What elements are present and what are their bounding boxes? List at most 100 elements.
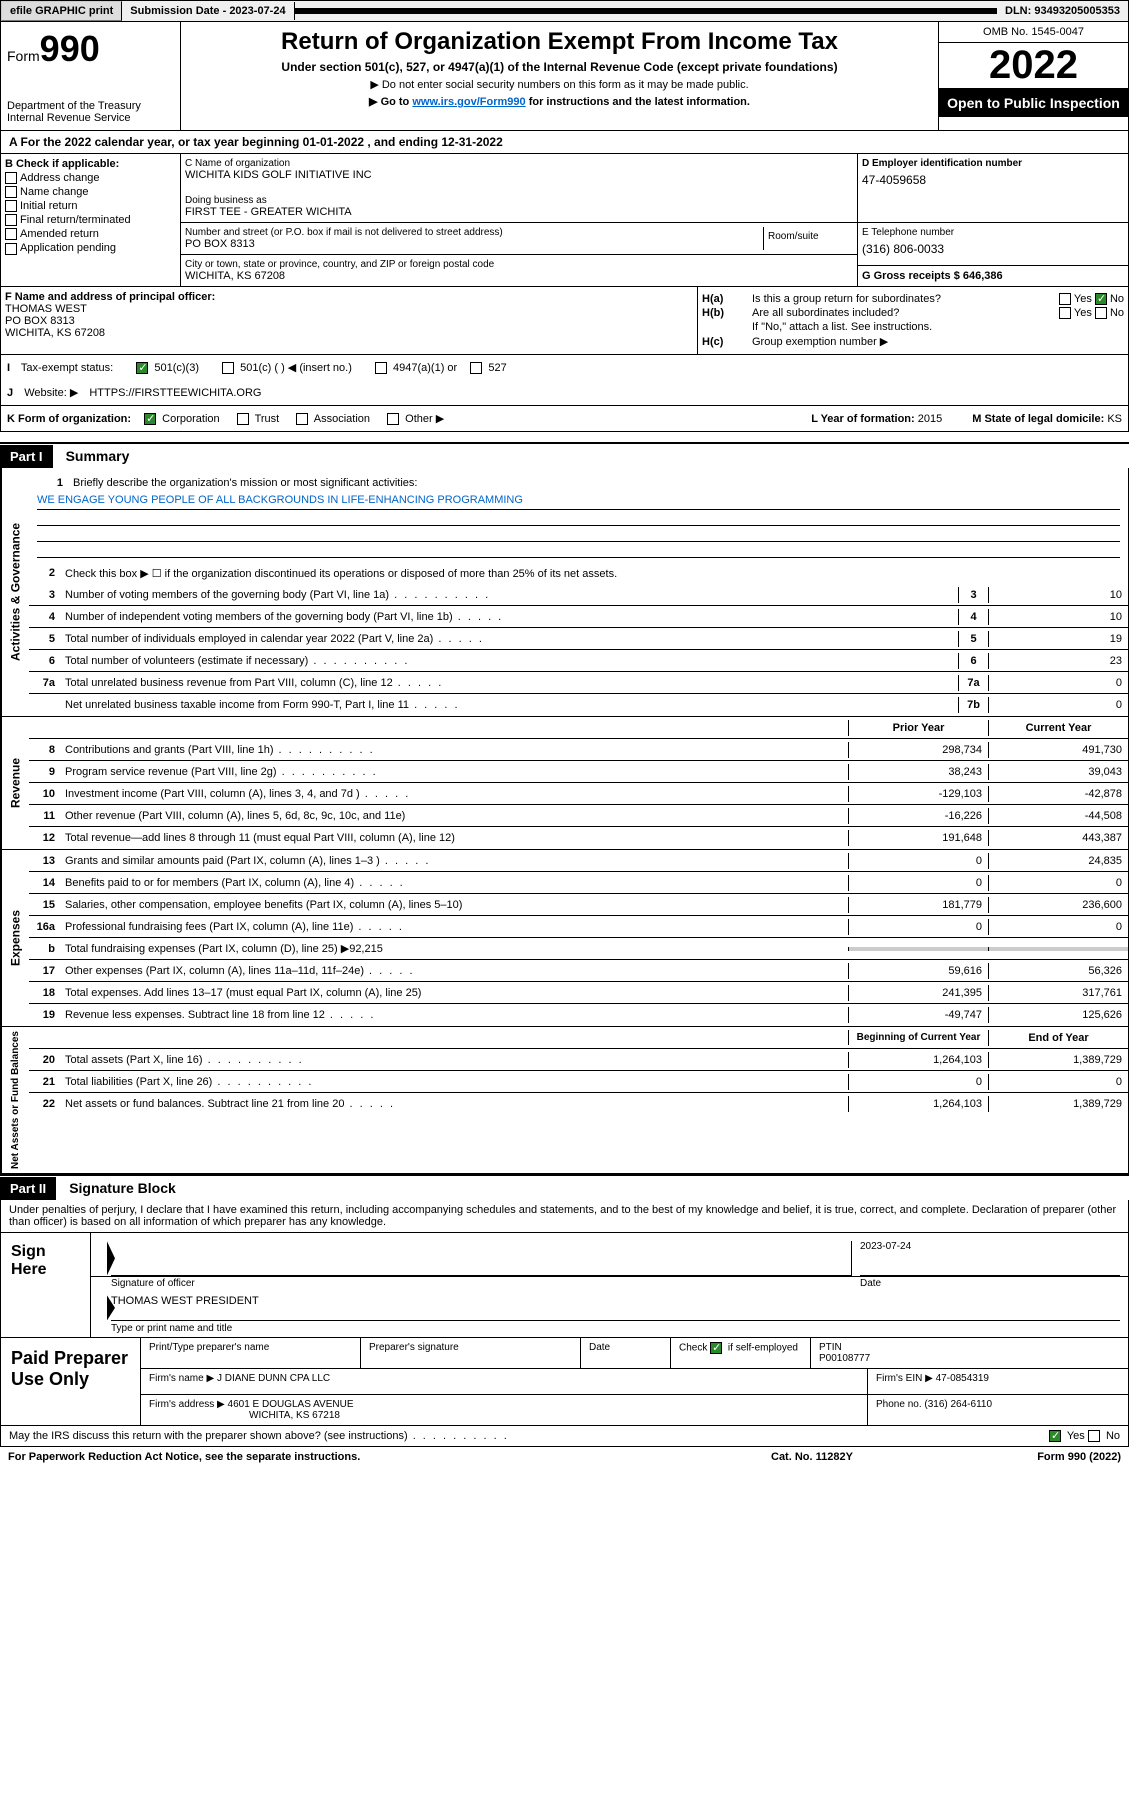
col-beginning: Beginning of Current Year xyxy=(848,1030,988,1045)
prep-date-label: Date xyxy=(581,1338,671,1368)
org-name: WICHITA KIDS GOLF INITIATIVE INC xyxy=(185,169,853,181)
line12-text: Total revenue—add lines 8 through 11 (mu… xyxy=(61,830,848,846)
prep-check-post: if self-employed xyxy=(728,1343,798,1354)
line8-prior: 298,734 xyxy=(848,742,988,758)
goto-post: for instructions and the latest informat… xyxy=(526,96,750,108)
line14-prior: 0 xyxy=(848,875,988,891)
line17-prior: 59,616 xyxy=(848,963,988,979)
open-public-badge: Open to Public Inspection xyxy=(939,89,1128,117)
line10-curr: -42,878 xyxy=(988,786,1128,802)
col-end: End of Year xyxy=(988,1030,1128,1046)
discuss-yes[interactable]: Yes xyxy=(1067,1430,1085,1442)
line19-prior: -49,747 xyxy=(848,1007,988,1023)
hc-label: H(c) xyxy=(702,336,752,348)
line7b-text: Net unrelated business taxable income fr… xyxy=(61,697,958,713)
sig-officer-label: Signature of officer xyxy=(111,1278,195,1289)
line21-prior: 0 xyxy=(848,1074,988,1090)
chk-4947[interactable]: 4947(a)(1) or xyxy=(393,362,457,374)
tel-value: (316) 806-0033 xyxy=(862,242,1124,256)
line12-curr: 443,387 xyxy=(988,830,1128,846)
ha-no[interactable]: No xyxy=(1110,293,1124,305)
chk-amended-return[interactable]: Amended return xyxy=(5,228,176,240)
discuss-no[interactable]: No xyxy=(1106,1430,1120,1442)
line8-text: Contributions and grants (Part VIII, lin… xyxy=(61,742,848,758)
paid-preparer-block: Paid Preparer Use Only Print/Type prepar… xyxy=(0,1338,1129,1426)
form-number: 990 xyxy=(40,28,100,69)
chk-corporation[interactable]: Corporation xyxy=(162,413,219,425)
chk-name-change[interactable]: Name change xyxy=(5,186,176,198)
efile-print-button[interactable]: efile GRAPHIC print xyxy=(1,1,122,21)
chk-self-employed[interactable] xyxy=(710,1342,722,1354)
line9-curr: 39,043 xyxy=(988,764,1128,780)
ha-yes[interactable]: Yes xyxy=(1074,293,1092,305)
hb-note: If "No," attach a list. See instructions… xyxy=(752,321,1124,333)
line10-prior: -129,103 xyxy=(848,786,988,802)
line22-text: Net assets or fund balances. Subtract li… xyxy=(61,1096,848,1112)
firm-name-label: Firm's name ▶ xyxy=(149,1373,214,1384)
line6-val: 23 xyxy=(988,653,1128,669)
line7a-val: 0 xyxy=(988,675,1128,691)
line14-curr: 0 xyxy=(988,875,1128,891)
officer-label: F Name and address of principal officer: xyxy=(5,291,693,303)
year-formation: 2015 xyxy=(918,413,942,425)
line6-text: Total number of volunteers (estimate if … xyxy=(61,653,958,669)
line16a-curr: 0 xyxy=(988,919,1128,935)
ssn-note: ▶ Do not enter social security numbers o… xyxy=(187,78,932,91)
chk-trust[interactable]: Trust xyxy=(255,413,280,425)
l-label: L Year of formation: xyxy=(811,413,918,425)
line19-curr: 125,626 xyxy=(988,1007,1128,1023)
hb-no[interactable]: No xyxy=(1110,307,1124,319)
line21-text: Total liabilities (Part X, line 26) xyxy=(61,1074,848,1090)
org-name-label: C Name of organization xyxy=(185,158,853,169)
exp-side-label: Expenses xyxy=(1,850,29,1026)
part1-title: Summary xyxy=(56,444,140,468)
chk-initial-return[interactable]: Initial return xyxy=(5,200,176,212)
summary-net-assets: Net Assets or Fund Balances Beginning of… xyxy=(0,1027,1129,1174)
line11-prior: -16,226 xyxy=(848,808,988,824)
line20-curr: 1,389,729 xyxy=(988,1052,1128,1068)
firm-name: J DIANE DUNN CPA LLC xyxy=(217,1373,330,1384)
net-side-label: Net Assets or Fund Balances xyxy=(1,1027,29,1173)
col-prior-year: Prior Year xyxy=(848,720,988,736)
room-suite-label: Room/suite xyxy=(763,227,853,250)
line3-val: 10 xyxy=(988,587,1128,603)
line9-prior: 38,243 xyxy=(848,764,988,780)
footer-discuss: May the IRS discuss this return with the… xyxy=(0,1426,1129,1447)
line22-prior: 1,264,103 xyxy=(848,1096,988,1112)
form-footer: Form 990 (2022) xyxy=(971,1451,1121,1463)
chk-501c3[interactable]: 501(c)(3) xyxy=(154,362,199,374)
dba-label: Doing business as xyxy=(185,195,853,206)
chk-address-change[interactable]: Address change xyxy=(5,172,176,184)
chk-application-pending[interactable]: Application pending xyxy=(5,242,176,254)
line20-text: Total assets (Part X, line 16) xyxy=(61,1052,848,1068)
prep-name-label: Print/Type preparer's name xyxy=(141,1338,361,1368)
j-text: Website: ▶ xyxy=(24,387,78,399)
firm-addr2: WICHITA, KS 67218 xyxy=(249,1410,340,1421)
firm-addr-label: Firm's address ▶ xyxy=(149,1399,225,1410)
omb-number: OMB No. 1545-0047 xyxy=(939,22,1128,43)
ptin-label: PTIN xyxy=(819,1342,1120,1353)
sig-date: 2023-07-24 xyxy=(860,1241,1120,1252)
part2-title: Signature Block xyxy=(59,1176,186,1200)
line12-prior: 191,648 xyxy=(848,830,988,846)
officer-name: THOMAS WEST xyxy=(5,303,693,315)
chk-527[interactable]: 527 xyxy=(488,362,506,374)
line5-val: 19 xyxy=(988,631,1128,647)
chk-final-return[interactable]: Final return/terminated xyxy=(5,214,176,226)
line5-box: 5 xyxy=(958,631,988,647)
section-fh: F Name and address of principal officer:… xyxy=(0,287,1129,355)
chk-association[interactable]: Association xyxy=(314,413,370,425)
row-a-tax-year: A For the 2022 calendar year, or tax yea… xyxy=(0,131,1129,154)
prep-sig-label: Preparer's signature xyxy=(361,1338,581,1368)
line7a-box: 7a xyxy=(958,675,988,691)
discuss-text: May the IRS discuss this return with the… xyxy=(9,1430,960,1442)
chk-501c[interactable]: 501(c) ( ) ◀ (insert no.) xyxy=(240,362,352,374)
submission-date: Submission Date - 2023-07-24 xyxy=(122,2,294,20)
chk-other[interactable]: Other ▶ xyxy=(405,413,444,425)
top-bar: efile GRAPHIC print Submission Date - 20… xyxy=(0,0,1129,22)
irs-link[interactable]: www.irs.gov/Form990 xyxy=(412,96,525,108)
firm-phone-label: Phone no. xyxy=(876,1399,924,1410)
cat-no: Cat. No. 11282Y xyxy=(771,1451,971,1463)
line4-val: 10 xyxy=(988,609,1128,625)
hb-yes[interactable]: Yes xyxy=(1074,307,1092,319)
